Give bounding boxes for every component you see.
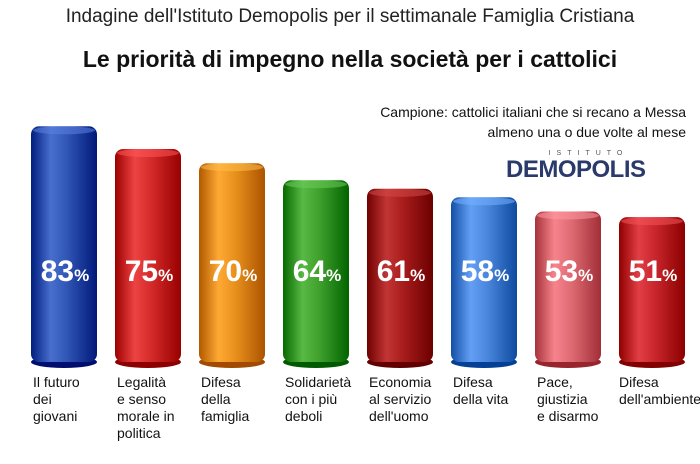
bar-top-cap	[369, 188, 431, 197]
bar-group: 58%	[451, 197, 517, 368]
bar	[31, 126, 97, 362]
survey-source-line: Indagine dell'Istituto Demopolis per il …	[65, 6, 635, 27]
bar-group: 51%	[619, 217, 685, 368]
chart-title: Le priorità di impegno nella società per…	[82, 46, 618, 72]
bar-group: 75%	[115, 149, 181, 368]
bar-top-cap	[201, 163, 263, 172]
category-label: Solidarietà con i più deboli	[285, 374, 352, 424]
bar-top-cap	[453, 197, 515, 206]
bar-group: 64%	[283, 180, 349, 368]
bar-value-label: 64%	[293, 255, 342, 288]
bar-group: 61%	[367, 188, 433, 368]
bar	[451, 197, 517, 362]
bar-value-label: 61%	[377, 255, 426, 288]
category-label: Difesa della vita	[453, 374, 509, 407]
bar-group: 53%	[535, 211, 601, 368]
category-label: Difesa della famiglia	[201, 374, 250, 424]
bar-top-cap	[33, 126, 95, 135]
category-label: Difesa dell'ambiente	[619, 374, 700, 407]
bar-value-label: 58%	[461, 255, 510, 288]
sample-note: Campione: cattolici italiani che si reca…	[266, 102, 686, 142]
bar	[199, 163, 265, 362]
bar-value-label: 75%	[125, 255, 174, 288]
bar-top-cap	[117, 149, 179, 157]
bar	[535, 211, 601, 362]
bar-value-label: 83%	[41, 255, 90, 288]
bar	[283, 180, 349, 362]
bar	[367, 188, 433, 362]
bar-group: 70%	[199, 163, 265, 368]
bar-top-cap	[621, 217, 683, 226]
category-label: Pace, giustizia e disarmo	[537, 374, 599, 424]
category-label: Economia al servizio dell'uomo	[369, 374, 432, 424]
sample-note-line-1: Campione: cattolici italiani che si reca…	[380, 104, 686, 120]
bar-value-label: 51%	[629, 255, 678, 288]
bar-top-cap	[537, 211, 599, 220]
bar	[115, 149, 181, 362]
category-label: Legalità e senso morale in politica	[117, 374, 175, 441]
bar-top-cap	[285, 180, 347, 189]
logo-top-text: ISTITUTO	[548, 150, 629, 157]
logo-name: DEMOPOLIS	[506, 156, 646, 183]
bar-value-label: 53%	[545, 255, 594, 288]
category-label: Il futuro dei giovani	[33, 374, 80, 424]
sample-note-line-2: almeno una o due volte al mese	[487, 124, 686, 140]
bar-value-label: 70%	[209, 255, 258, 288]
bar-group: 83%	[31, 126, 97, 368]
bar	[619, 217, 685, 362]
demopolis-logo: ISTITUTO DEMOPOLIS	[500, 150, 680, 183]
